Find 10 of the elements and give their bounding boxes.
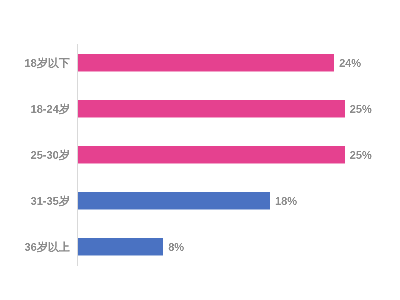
category-label: 31-35岁 xyxy=(30,196,70,208)
value-label: 24% xyxy=(339,58,362,70)
category-label: 18岁以下 xyxy=(24,58,70,70)
category-label: 18-24岁 xyxy=(30,104,70,116)
value-label: 8% xyxy=(168,242,184,254)
value-label: 25% xyxy=(350,104,372,116)
category-label: 36岁以上 xyxy=(24,242,70,254)
category-label: 25-30岁 xyxy=(30,150,70,162)
value-label: 18% xyxy=(275,196,298,208)
value-label: 25% xyxy=(350,150,372,162)
